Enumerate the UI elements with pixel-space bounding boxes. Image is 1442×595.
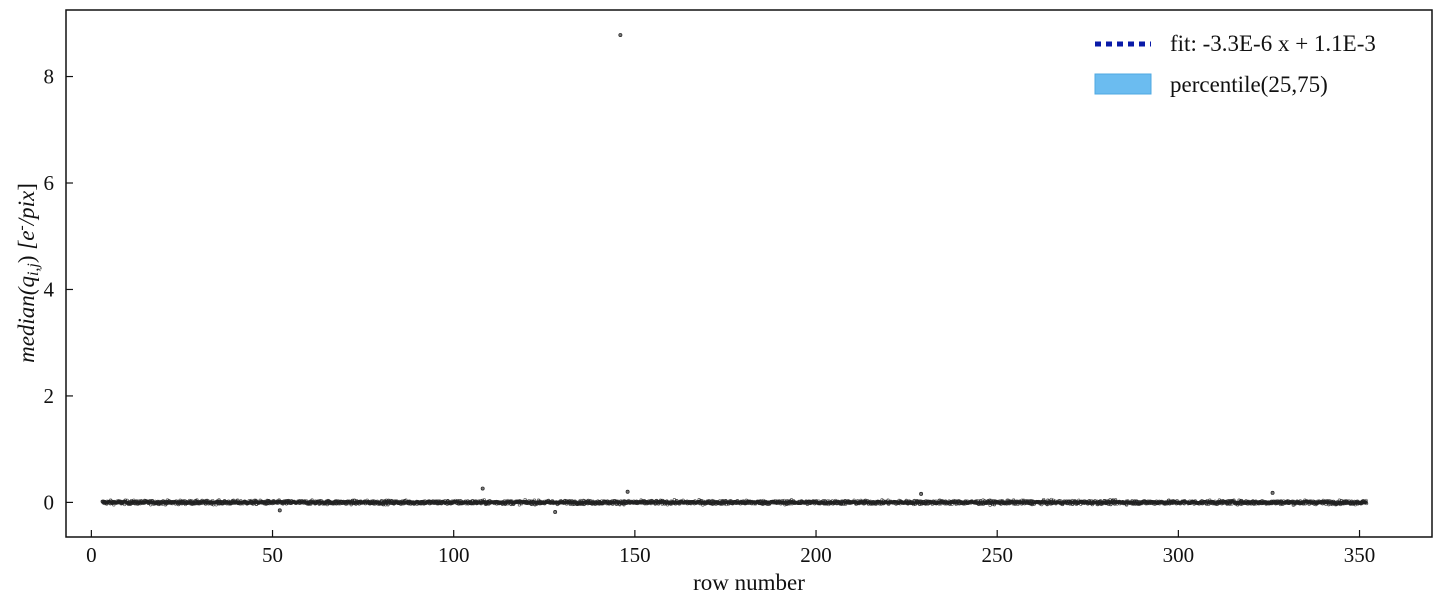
y-axis-label: median(qi,j) [e-/pix] <box>13 183 42 363</box>
y-tick-label: 2 <box>44 384 55 408</box>
outlier-point <box>919 491 924 496</box>
legend-band-swatch <box>1094 73 1152 95</box>
y-tick-label: 4 <box>44 277 55 301</box>
x-tick-label: 350 <box>1344 543 1376 567</box>
x-tick-label: 50 <box>262 543 283 567</box>
legend-band-label: percentile(25,75) <box>1170 72 1328 97</box>
x-tick-label: 250 <box>981 543 1013 567</box>
y-tick-label: 6 <box>44 171 55 195</box>
x-tick-label: 300 <box>1163 543 1195 567</box>
outlier-point <box>553 510 558 514</box>
scatter-points <box>100 33 1369 514</box>
outlier-point <box>618 33 623 37</box>
legend-fit-label: fit: -3.3E-6 x + 1.1E-3 <box>1170 31 1376 56</box>
x-axis-label: row number <box>693 570 805 595</box>
x-tick-label: 100 <box>438 543 470 567</box>
outlier-point <box>625 489 630 494</box>
plot-area <box>100 33 1369 514</box>
y-tick-label: 0 <box>44 490 55 514</box>
legend: fit: -3.3E-6 x + 1.1E-3 percentile(25,75) <box>1094 31 1376 97</box>
x-tick-label: 0 <box>86 543 97 567</box>
x-tick-label: 150 <box>619 543 651 567</box>
outlier-point <box>277 508 282 513</box>
outlier-point <box>1270 490 1275 495</box>
data-point <box>122 502 127 507</box>
outlier-point <box>480 486 485 491</box>
x-tick-label: 200 <box>800 543 832 567</box>
data-point <box>457 498 462 503</box>
y-tick-label: 8 <box>44 65 55 89</box>
axis-ticks: 0 50 100 150 200 250 300 350 0 2 4 6 8 <box>44 65 1376 567</box>
